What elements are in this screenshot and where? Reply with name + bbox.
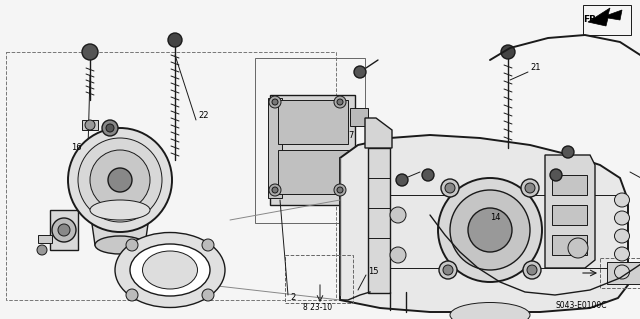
Bar <box>350 108 368 126</box>
Circle shape <box>337 99 343 105</box>
Text: 2: 2 <box>290 293 295 302</box>
Circle shape <box>202 239 214 251</box>
Text: 15: 15 <box>368 268 378 277</box>
Bar <box>600 258 640 288</box>
Circle shape <box>269 184 281 196</box>
Ellipse shape <box>143 251 198 289</box>
Bar <box>50 210 78 250</box>
Bar <box>552 205 587 225</box>
Circle shape <box>37 245 47 255</box>
Text: 16: 16 <box>72 144 82 152</box>
Bar <box>350 158 368 176</box>
Text: 8 23-10: 8 23-10 <box>303 303 333 313</box>
Ellipse shape <box>115 233 225 308</box>
Circle shape <box>439 261 457 279</box>
Circle shape <box>468 208 512 252</box>
Circle shape <box>390 247 406 263</box>
Circle shape <box>501 45 515 59</box>
Circle shape <box>450 190 530 270</box>
Circle shape <box>396 174 408 186</box>
Circle shape <box>272 99 278 105</box>
Ellipse shape <box>95 236 145 254</box>
Circle shape <box>106 124 114 132</box>
Circle shape <box>525 183 535 193</box>
Circle shape <box>85 120 95 130</box>
Circle shape <box>337 187 343 193</box>
Bar <box>38 235 52 243</box>
Text: 22: 22 <box>198 110 209 120</box>
Circle shape <box>58 224 70 236</box>
Bar <box>6 52 336 300</box>
Polygon shape <box>365 118 392 148</box>
Circle shape <box>521 179 539 197</box>
Text: 21: 21 <box>530 63 541 72</box>
Polygon shape <box>340 135 628 312</box>
Circle shape <box>523 261 541 279</box>
Circle shape <box>550 169 562 181</box>
Circle shape <box>82 44 98 60</box>
Circle shape <box>562 146 574 158</box>
Circle shape <box>52 218 76 242</box>
Text: 7: 7 <box>348 130 353 139</box>
Ellipse shape <box>614 193 630 207</box>
Bar <box>270 95 355 205</box>
Ellipse shape <box>130 244 210 296</box>
Circle shape <box>390 207 406 223</box>
Bar <box>255 58 365 223</box>
Circle shape <box>354 66 366 78</box>
Circle shape <box>78 138 162 222</box>
Bar <box>368 148 390 293</box>
Circle shape <box>443 265 453 275</box>
Polygon shape <box>90 210 150 245</box>
Circle shape <box>202 289 214 301</box>
Bar <box>285 255 353 303</box>
Bar <box>268 98 282 198</box>
Circle shape <box>126 239 138 251</box>
Polygon shape <box>588 8 622 26</box>
Circle shape <box>126 289 138 301</box>
Bar <box>82 120 98 130</box>
Ellipse shape <box>614 211 630 225</box>
Text: FR.: FR. <box>583 16 600 25</box>
Circle shape <box>422 169 434 181</box>
Bar <box>278 100 348 144</box>
Circle shape <box>168 33 182 47</box>
Circle shape <box>108 168 132 192</box>
Ellipse shape <box>614 247 630 261</box>
Bar <box>552 235 587 255</box>
Circle shape <box>527 265 537 275</box>
Polygon shape <box>545 155 595 268</box>
Text: 14: 14 <box>490 213 500 222</box>
Circle shape <box>272 187 278 193</box>
Circle shape <box>334 184 346 196</box>
Ellipse shape <box>614 229 630 243</box>
Ellipse shape <box>90 200 150 220</box>
Circle shape <box>441 179 459 197</box>
Ellipse shape <box>614 265 630 279</box>
Bar <box>278 150 348 194</box>
Bar <box>583 5 631 35</box>
Circle shape <box>334 96 346 108</box>
Circle shape <box>568 238 588 258</box>
Ellipse shape <box>450 302 530 319</box>
Bar <box>552 175 587 195</box>
Circle shape <box>269 96 281 108</box>
Circle shape <box>445 183 455 193</box>
Circle shape <box>438 178 542 282</box>
Circle shape <box>68 128 172 232</box>
Circle shape <box>102 120 118 136</box>
Bar <box>607 262 640 284</box>
Text: S043-E0100C: S043-E0100C <box>555 300 607 309</box>
Circle shape <box>90 150 150 210</box>
